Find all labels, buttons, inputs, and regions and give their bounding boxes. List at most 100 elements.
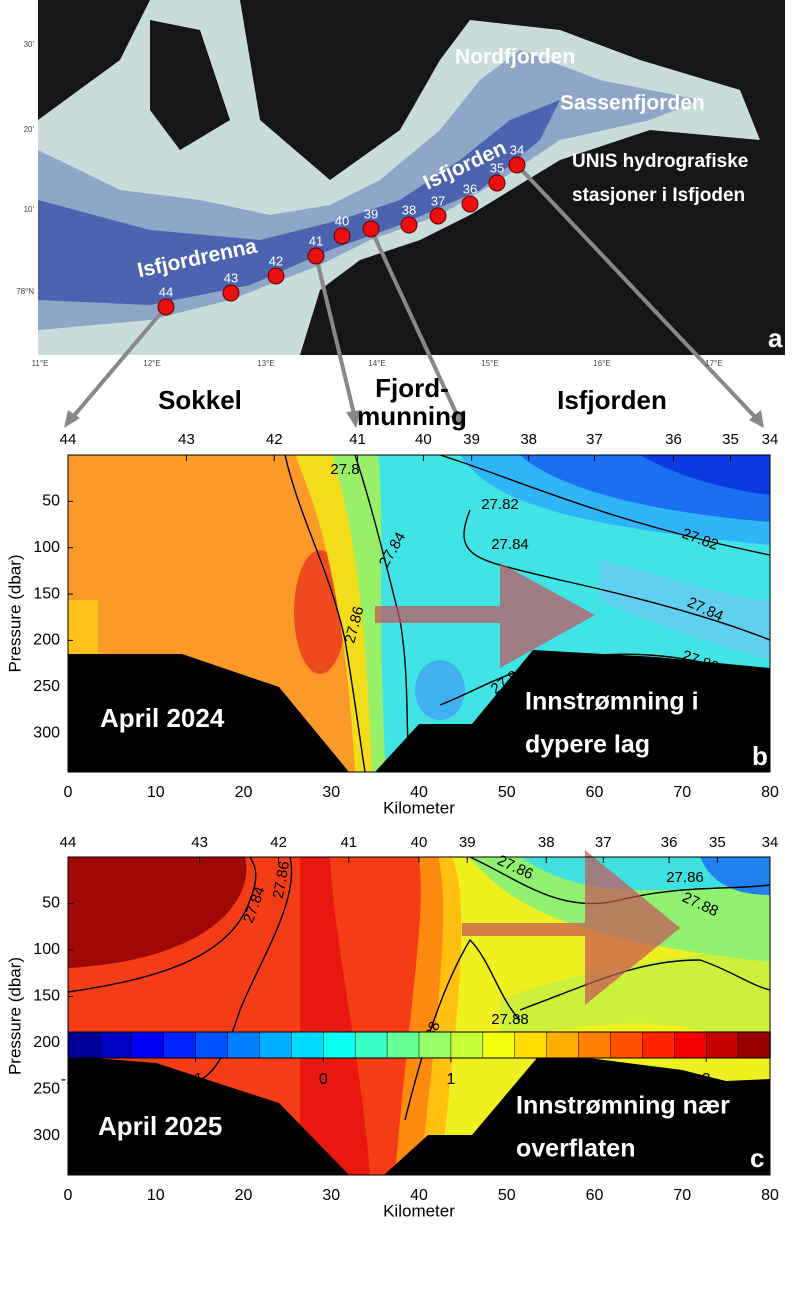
station-tick-label: 37 (595, 834, 612, 851)
colorbar-segment (610, 1031, 644, 1059)
colorbar-tick-label: -2 (61, 1071, 75, 1088)
station (362, 220, 380, 238)
x-axis-label: Kilometer (383, 1201, 455, 1220)
bathymetry (68, 650, 770, 772)
colorbar-segment (450, 1031, 484, 1059)
colorbar-segment (418, 1031, 452, 1059)
station-tick-label: 38 (538, 834, 555, 851)
section-c-field (67, 850, 771, 1175)
station-tick-label: 37 (586, 431, 603, 448)
arrow (70, 305, 168, 420)
colorbar-segment (99, 1031, 133, 1059)
map (38, 0, 785, 355)
station-tick-label: 34 (762, 834, 779, 851)
x-tick-label: 40 (410, 1187, 428, 1204)
contour-label: 27.8 (330, 461, 359, 478)
y-tick-label: 50 (42, 493, 60, 510)
y-axis-label: Pressure (dbar) (5, 554, 24, 672)
y-tick-label: 150 (33, 585, 60, 602)
x-axis-label: Kilometer (383, 798, 455, 817)
map-title: UNIS hydrografiske (572, 151, 748, 172)
colorbar-segment (482, 1031, 516, 1059)
station-tick-label: 43 (178, 431, 195, 448)
colorbar-tick-label: 3 (702, 1071, 711, 1088)
colorbar-tick-label: -1 (189, 1071, 203, 1088)
map-title: stasjoner i Isfjoden (572, 185, 745, 206)
section-note: overflaten (516, 1135, 635, 1163)
colorbar-segment (227, 1031, 261, 1059)
arrow (314, 255, 356, 415)
colorbar-segment (131, 1031, 165, 1059)
map-label: Sassenfjorden (560, 92, 705, 115)
colorbar-segment (163, 1031, 197, 1059)
bathymetry (68, 1052, 770, 1175)
station-tick-label: 44 (60, 431, 77, 448)
station-label: 38 (402, 202, 416, 217)
station-tick-label: 35 (709, 834, 726, 851)
y-tick-label: 200 (33, 632, 60, 649)
y-tick-label: 300 (33, 1127, 60, 1144)
lat-tick-label: 30' (24, 40, 35, 49)
station-label: 40 (335, 213, 349, 228)
station-tick-label: 34 (762, 431, 779, 448)
contour-label: 27.86 (666, 869, 704, 886)
panel-label: c (750, 1143, 764, 1173)
lon-tick-label: 17°E (705, 359, 722, 368)
station (157, 298, 175, 316)
x-tick-label: 50 (498, 1187, 516, 1204)
station-tick-label: 42 (270, 834, 287, 851)
region-label: Fjord- (375, 373, 449, 403)
colorbar-segment (737, 1031, 771, 1059)
station-tick-label: 39 (459, 834, 476, 851)
arrow-head (64, 410, 80, 428)
contour-line (519, 959, 771, 1011)
lat-tick-label: 10' (24, 205, 35, 214)
arrow (369, 228, 459, 416)
x-tick-label: 60 (586, 784, 604, 801)
x-tick-label: 70 (673, 1187, 691, 1204)
field (500, 940, 770, 1060)
field (300, 857, 370, 1175)
y-tick-label: 250 (33, 1081, 60, 1098)
lon-tick-label: 14°E (368, 359, 385, 368)
contour-line (67, 856, 257, 993)
y-tick-label: 200 (33, 1034, 60, 1051)
station (461, 195, 479, 213)
x-tick-label: 80 (761, 1187, 779, 1204)
contour-label: 27.84 (491, 536, 529, 553)
y-tick-label: 50 (42, 895, 60, 912)
y-tick-label: 150 (33, 988, 60, 1005)
region-label: Sokkel (158, 385, 242, 415)
flow-arrow (500, 563, 595, 668)
station-tick-label: 41 (349, 431, 366, 448)
colorbar-segment (354, 1031, 388, 1059)
colorbar-segment (546, 1031, 580, 1059)
section-note: Innstrømning i (525, 688, 699, 716)
y-axis-label: Pressure (dbar) (5, 957, 24, 1075)
x-tick-label: 40 (410, 784, 428, 801)
section-note: dypere lag (525, 731, 650, 759)
colorbar-segment (642, 1031, 676, 1059)
colorbar-segment (705, 1031, 739, 1059)
arrow-head (450, 410, 465, 428)
field (68, 857, 247, 968)
station (429, 207, 447, 225)
station-label: 34 (510, 142, 524, 157)
x-tick-label: 10 (147, 784, 165, 801)
x-tick-label: 80 (761, 784, 779, 801)
field (640, 455, 770, 495)
field (415, 660, 465, 720)
colorbar-segment (386, 1031, 420, 1059)
y-tick-label: 250 (33, 678, 60, 695)
colorbar-segment (674, 1031, 707, 1059)
station-label: 39 (364, 206, 378, 221)
contour-label: 27.88 (491, 1011, 529, 1028)
station (508, 156, 526, 174)
flow-arrow (462, 923, 585, 936)
station-label: 42 (269, 253, 283, 268)
contour-label: 27.82 (481, 496, 519, 513)
station-label: 37 (431, 193, 445, 208)
lat-tick-label: 20' (24, 125, 35, 134)
